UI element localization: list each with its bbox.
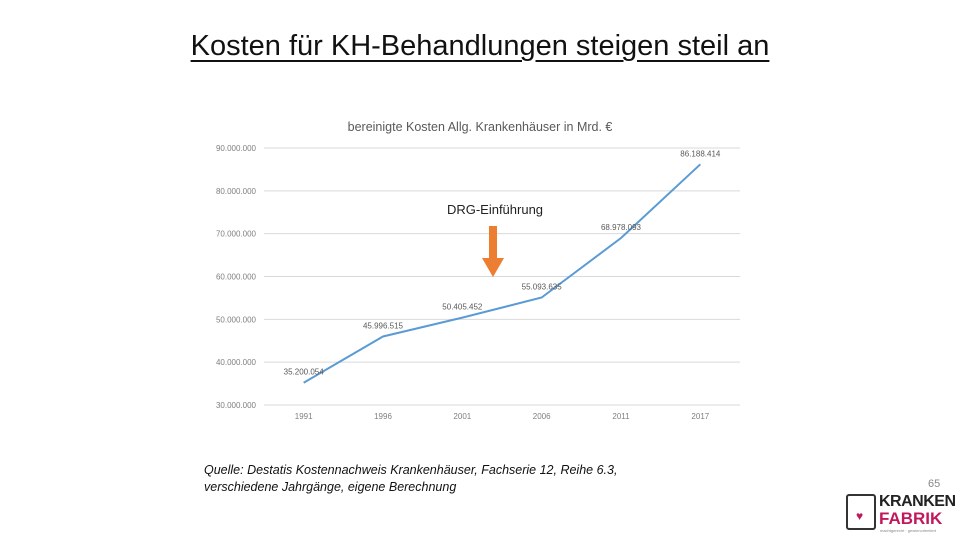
source-line-1: Quelle: Destatis Kostennachweis Krankenh… (204, 463, 618, 477)
data-label: 35.200.054 (284, 368, 325, 377)
x-tick-label: 2017 (691, 412, 709, 421)
gridlines (264, 147, 740, 406)
y-tick-label: 70.000.000 (216, 230, 257, 239)
x-tick-label: 1991 (295, 412, 313, 421)
y-axis-ticks: 30.000.000 40.000.000 50.000.000 60.000.000… (216, 144, 257, 410)
y-tick-label: 60.000.000 (216, 273, 257, 282)
heart-icon: ♥ (856, 509, 864, 523)
series-line-costs (303, 163, 702, 384)
source-note: Quelle: Destatis Kostennachweis Krankenh… (204, 462, 617, 496)
arrow-down-icon (482, 226, 504, 277)
x-axis-ticks: 1991 1996 2001 2006 2011 2017 (295, 412, 710, 421)
chart-title: bereinigte Kosten Allg. Krankenhäuser in… (348, 120, 613, 134)
logo-text-fabrik: FABRIK (879, 509, 943, 528)
data-label: 68.978.093 (601, 223, 642, 232)
y-tick-label: 40.000.000 (216, 358, 257, 367)
x-tick-label: 2011 (612, 412, 630, 421)
source-line-2: verschiedene Jahrgänge, eigene Berechnun… (204, 480, 457, 494)
line-chart: bereinigte Kosten Allg. Krankenhäuser in… (216, 120, 740, 421)
data-labels: 35.200.054 45.996.515 50.405.452 55.093.635… (284, 149, 721, 376)
x-tick-label: 2006 (533, 412, 551, 421)
y-tick-label: 80.000.000 (216, 187, 257, 196)
y-tick-label: 90.000.000 (216, 144, 257, 153)
x-tick-label: 2001 (453, 412, 471, 421)
logo-tagline: machtgerecht · gewinnorientiert (880, 528, 937, 533)
x-tick-label: 1996 (374, 412, 392, 421)
y-tick-label: 30.000.000 (216, 401, 257, 410)
y-tick-label: 50.000.000 (216, 315, 257, 324)
logo-text-kranken: KRANKEN (879, 493, 956, 510)
logo-badge-icon: ♥ (846, 494, 876, 530)
data-label: 50.405.452 (442, 303, 483, 312)
data-label: 86.188.414 (680, 149, 721, 158)
slide-title: Kosten für KH-Behandlungen steigen steil… (190, 30, 770, 62)
data-label: 55.093.635 (522, 283, 563, 292)
data-label: 45.996.515 (363, 321, 404, 330)
drg-introduction-label: DRG-Einführung (430, 202, 560, 217)
krankenfabrik-logo: ♥ KRANKEN FABRIK machtgerecht · gewinnor… (846, 492, 956, 534)
page-number: 65 (928, 478, 941, 490)
